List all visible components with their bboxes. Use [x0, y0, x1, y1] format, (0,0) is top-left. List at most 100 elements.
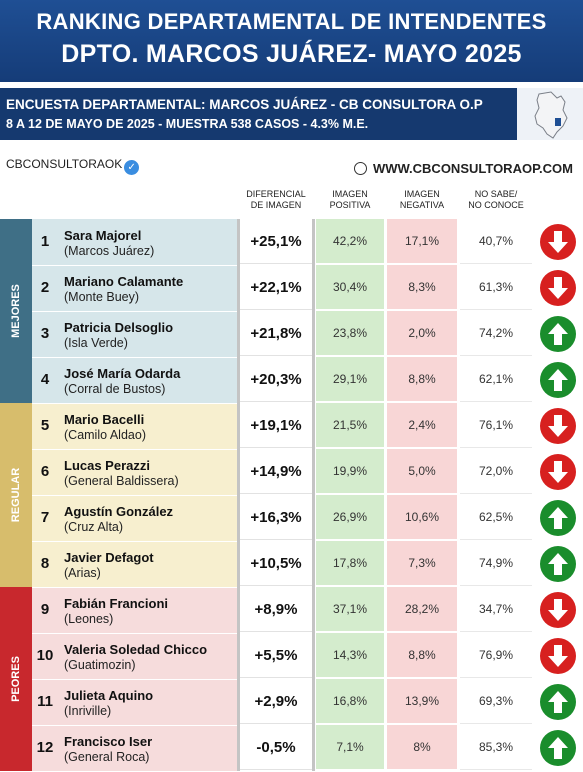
row-divider [32, 587, 237, 588]
column-header-positiva: IMAGEN POSITIVA [316, 189, 384, 211]
imagen-positiva-value: 42,2% [316, 219, 384, 264]
rank-number: 9 [40, 601, 50, 618]
imagen-positiva-value: 26,9% [316, 495, 384, 540]
candidate-location: (Guatimozin) [64, 658, 136, 672]
candidate-location: (Leones) [64, 612, 114, 626]
row-divider [32, 679, 237, 680]
column-header-negativa-line-1: IMAGEN [404, 189, 440, 199]
candidate-name: Sara Majorel [64, 228, 142, 243]
imagen-positiva-value: 29,1% [316, 357, 384, 402]
candidate-location: (Cruz Alta) [64, 520, 124, 534]
candidate-location: (General Baldissera) [64, 474, 179, 488]
candidate-location: (Monte Buey) [64, 290, 140, 304]
no-sabe-value: 69,3% [460, 679, 532, 724]
imagen-negativa-value: 17,1% [387, 219, 457, 264]
arrow-down-icon [540, 638, 576, 674]
rank-number: 2 [40, 279, 50, 296]
candidate-location: (Inriville) [64, 704, 112, 718]
candidate-name: Javier Defagot [64, 550, 154, 565]
imagen-negativa-value: 8,8% [387, 357, 457, 402]
no-sabe-value: 72,0% [460, 449, 532, 494]
arrow-down-icon [540, 270, 576, 306]
candidate-name: Agustín González [64, 504, 174, 519]
column-header-nosabe-line-2: NO CONOCE [468, 200, 524, 210]
verified-check-icon: ✓ [124, 160, 140, 175]
column-header-nosabe: NO SABE/ NO CONOCE [460, 189, 532, 211]
imagen-positiva-value: 19,9% [316, 449, 384, 494]
imagen-positiva-value: 21,5% [316, 403, 384, 448]
row-divider [32, 403, 237, 404]
candidate-location: (Marcos Juárez) [64, 244, 155, 258]
column-header-diferencial-line-1: DIFERENCIAL [246, 189, 306, 199]
imagen-positiva-value: 30,4% [316, 265, 384, 310]
arrow-down-icon [540, 408, 576, 444]
no-sabe-value: 40,7% [460, 219, 532, 264]
title-line-2: DPTO. MARCOS JUÁREZ- MAYO 2025 [61, 40, 522, 68]
title-line-1: RANKING DEPARTAMENTAL DE INTENDENTES [36, 9, 547, 34]
candidate-name: Fabián Francioni [64, 596, 169, 611]
row-divider [32, 357, 237, 358]
imagen-negativa-value: 10,6% [387, 495, 457, 540]
row-divider [32, 633, 237, 634]
candidate-name: Francisco Iser [64, 734, 153, 749]
arrow-up-icon [540, 684, 576, 720]
imagen-negativa-value: 8,3% [387, 265, 457, 310]
group-label-text: MEJORES [10, 284, 22, 338]
no-sabe-value: 74,2% [460, 311, 532, 356]
diferencial-value: +8,9% [240, 587, 312, 632]
arrow-up-icon [540, 730, 576, 766]
row-divider [32, 265, 237, 266]
survey-info-line-2: 8 A 12 DE MAYO DE 2025 - MUESTRA 538 CAS… [6, 117, 369, 131]
rank-number: 8 [40, 555, 50, 572]
imagen-positiva-value: 37,1% [316, 587, 384, 632]
rank-number: 7 [40, 509, 50, 526]
rank-number: 12 [36, 739, 54, 756]
globe-icon [353, 162, 367, 175]
no-sabe-value: 62,5% [460, 495, 532, 540]
candidate-name: Lucas Perazzi [64, 458, 150, 473]
imagen-negativa-value: 2,4% [387, 403, 457, 448]
arrow-up-icon [540, 546, 576, 582]
candidate-location: (Isla Verde) [64, 336, 128, 350]
table-row [32, 541, 237, 587]
row-divider [32, 725, 237, 726]
imagen-positiva-value: 16,8% [316, 679, 384, 724]
rank-number: 5 [40, 417, 50, 434]
survey-info-line-1: ENCUESTA DEPARTAMENTAL: MARCOS JUÁREZ - … [6, 97, 483, 112]
diferencial-column-frame [237, 219, 315, 771]
candidate-location: (Camilo Aldao) [64, 428, 146, 442]
survey-info-banner: ENCUESTA DEPARTAMENTAL: MARCOS JUÁREZ - … [0, 88, 583, 140]
website-link[interactable]: WWW.CBCONSULTORAOP.COM [353, 161, 573, 176]
imagen-negativa-value: 2,0% [387, 311, 457, 356]
candidate-name: Mario Bacelli [64, 412, 145, 427]
arrow-up-icon [540, 362, 576, 398]
arrow-down-icon [540, 454, 576, 490]
imagen-negativa-value: 8% [387, 725, 457, 770]
imagen-positiva-value: 23,8% [316, 311, 384, 356]
table-row [32, 679, 237, 725]
diferencial-value: +20,3% [240, 357, 312, 402]
table-row [32, 357, 237, 403]
imagen-positiva-value: 7,1% [316, 725, 384, 770]
imagen-positiva-value: 14,3% [316, 633, 384, 678]
brand-name: CBCONSULTORAOK [6, 157, 123, 171]
column-header-negativa: IMAGEN NEGATIVA [387, 189, 457, 211]
table-row [32, 219, 237, 265]
no-sabe-value: 85,3% [460, 725, 532, 770]
row-divider [32, 495, 237, 496]
imagen-negativa-value: 5,0% [387, 449, 457, 494]
column-header-negativa-line-2: NEGATIVA [399, 200, 445, 210]
candidate-name: José María Odarda [64, 366, 181, 381]
group-label-mejores: MEJORES [0, 219, 32, 403]
column-header-diferencial-line-2: DE IMAGEN [250, 200, 302, 210]
imagen-negativa-value: 7,3% [387, 541, 457, 586]
row-divider [32, 449, 237, 450]
imagen-negativa-value: 28,2% [387, 587, 457, 632]
table-row [32, 587, 237, 633]
rank-number: 4 [40, 371, 50, 388]
table-row [32, 449, 237, 495]
candidate-location: (General Roca) [64, 750, 150, 764]
group-label-peores: PEORES [0, 587, 32, 771]
rank-number: 10 [36, 647, 54, 664]
diferencial-value: +21,8% [240, 311, 312, 356]
